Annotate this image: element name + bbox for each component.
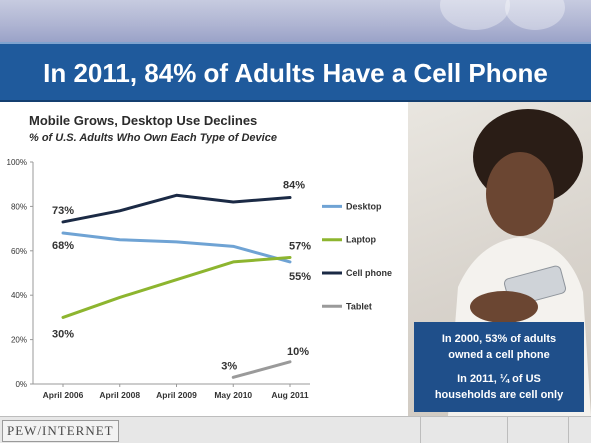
x-tick-label: April 2008 <box>99 390 140 400</box>
legend-label: Laptop <box>346 235 376 245</box>
line-chart: 0% 20% 40% 60% 80% 100% April 2006 April 2008 Ap… <box>7 158 392 400</box>
caption-line: In 2011, ¼ of US <box>457 373 541 385</box>
chart-title: Mobile Grows, Desktop Use Declines <box>29 113 258 128</box>
series-line-cell-phone <box>61 193 292 224</box>
data-label: 57% <box>289 240 311 252</box>
legend-label: Desktop <box>346 201 382 211</box>
data-label: 3% <box>221 360 237 372</box>
footer-divider <box>420 417 421 443</box>
caption-box: In 2000, 53% of adults owned a cell phon… <box>414 322 584 412</box>
y-tick-label: 100% <box>7 158 27 167</box>
x-tick-label: April 2009 <box>156 390 197 400</box>
y-tick-label: 20% <box>11 336 27 345</box>
pew-internet-logo: PEW/INTERNET <box>2 420 119 442</box>
data-label: 30% <box>52 328 74 340</box>
series-line-tablet <box>231 360 292 379</box>
caption-line: In 2000, 53% of adults <box>441 333 557 345</box>
data-label: 68% <box>52 240 74 252</box>
slide-title-bar: In 2011, 84% of Adults Have a Cell Phone <box>0 42 591 102</box>
x-tick-label: May 2010 <box>214 390 252 400</box>
data-label: 10% <box>287 346 309 358</box>
slide-title: In 2011, 84% of Adults Have a Cell Phone <box>43 58 548 88</box>
legend-label: Tablet <box>346 301 372 311</box>
footer-divider <box>568 417 569 443</box>
series-line-desktop <box>61 231 292 264</box>
x-tick-label: Aug 2011 <box>271 390 309 400</box>
caption-line: owned a cell phone <box>448 349 550 361</box>
phone-keypad-decoration <box>505 0 565 30</box>
y-tick-label: 40% <box>11 291 27 300</box>
legend-label: Cell phone <box>346 268 392 278</box>
caption-line: households are cell only <box>434 389 564 401</box>
data-label: 73% <box>52 205 74 217</box>
series-line-laptop <box>61 255 292 319</box>
data-label: 84% <box>283 180 305 192</box>
data-label: 55% <box>289 271 311 283</box>
y-tick-label: 0% <box>15 380 27 389</box>
chart-panel: 0% 20% 40% 60% 80% 100% April 2006 April 2008 Ap… <box>0 102 408 416</box>
footer-bar: PEW/INTERNET <box>0 416 591 443</box>
y-tick-label: 80% <box>11 202 27 211</box>
chart-subtitle: % of U.S. Adults Who Own Each Type of De… <box>29 132 277 144</box>
header-photo-strip <box>0 0 591 42</box>
x-tick-label: April 2006 <box>43 390 84 400</box>
phone-keypad-decoration <box>440 0 510 30</box>
y-tick-label: 60% <box>11 247 27 256</box>
footer-divider <box>507 417 508 443</box>
